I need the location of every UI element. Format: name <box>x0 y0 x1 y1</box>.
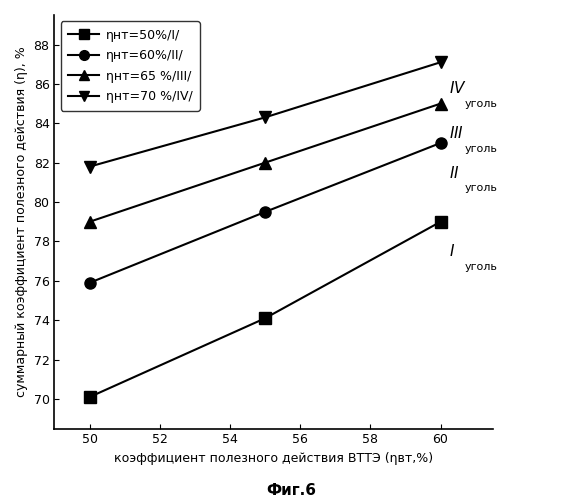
Text: Фиг.6: Фиг.6 <box>266 483 316 498</box>
Text: $\it{II}$: $\it{II}$ <box>449 164 460 180</box>
Text: уголь: уголь <box>465 144 498 154</box>
Text: $\it{IV}$: $\it{IV}$ <box>449 80 467 96</box>
Text: уголь: уголь <box>465 262 498 272</box>
Text: уголь: уголь <box>465 184 498 194</box>
Text: $\it{I}$: $\it{I}$ <box>449 244 455 260</box>
Text: $\it{III}$: $\it{III}$ <box>449 125 464 141</box>
Y-axis label: суммарный коэффициент полезного действия (η), %: суммарный коэффициент полезного действия… <box>15 46 28 397</box>
Legend: ηнт=50%/I/, ηнт=60%/II/, ηнт=65 %/III/, ηнт=70 %/IV/: ηнт=50%/I/, ηнт=60%/II/, ηнт=65 %/III/, … <box>61 21 200 111</box>
Text: уголь: уголь <box>465 98 498 108</box>
X-axis label: коэффициент полезного действия ВТТЭ (ηвт,%): коэффициент полезного действия ВТТЭ (ηвт… <box>114 452 434 465</box>
